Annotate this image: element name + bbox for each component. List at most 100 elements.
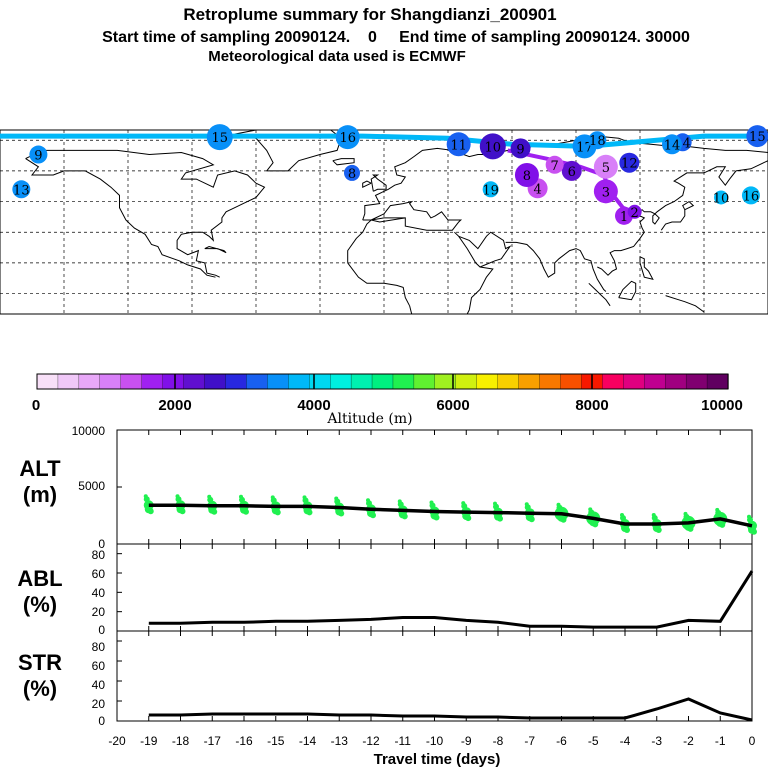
altitude-point [684, 522, 693, 531]
plume-point [593, 154, 618, 179]
colorbar-swatch [204, 373, 227, 390]
x-tick-label: -5 [588, 734, 599, 748]
colorbar-swatch [413, 373, 436, 390]
colorbar-swatch [120, 373, 143, 390]
plume-point-label: 18 [589, 134, 606, 149]
x-tick-label: -11 [395, 734, 412, 748]
plume-point-label: 7 [551, 159, 559, 174]
colorbar-swatch [644, 373, 666, 390]
coastline [347, 217, 406, 263]
altitude-point [143, 494, 148, 499]
alt-ytick-10000: 10000 [72, 424, 106, 438]
cb-tick-8000: 8000 [575, 397, 608, 414]
colorbar-swatch [706, 373, 729, 390]
plume-point [514, 162, 539, 187]
colorbar-swatch [78, 373, 101, 390]
x-tick-label: -6 [556, 734, 567, 748]
altitude-point [302, 495, 307, 500]
plume-point [545, 155, 564, 174]
abl-ytick-80: 80 [92, 548, 106, 562]
abl-ytick-60: 60 [92, 567, 106, 581]
plume-point [662, 134, 682, 155]
plume-point-label: 9 [34, 149, 42, 164]
altitude-point [683, 511, 688, 516]
colorbar-swatch [36, 373, 59, 390]
plume-point-label: 8 [348, 167, 356, 182]
coastline [25, 158, 216, 278]
x-tick-label: 0 [749, 734, 756, 748]
alt-ytick-0: 0 [98, 537, 105, 551]
plume-point-label: 2 [631, 206, 639, 221]
colorbar-swatch [99, 373, 122, 390]
x-tick-label: -15 [267, 734, 285, 748]
plume-point [446, 132, 471, 157]
altitude-point [397, 499, 402, 504]
altitude-point [429, 500, 434, 505]
altitude-point [621, 524, 629, 533]
coastline [409, 305, 413, 315]
altitude-point [652, 524, 661, 533]
x-tick-labels: -20 -19 -18 -17 -16 -15 -14 -13 -12 -11 -10 -9 -8 -7-… [108, 734, 755, 748]
plume-point-label: 14 [664, 138, 681, 153]
altitude-point [207, 494, 212, 499]
plume-point-label: 15 [211, 131, 228, 146]
plume-point [335, 125, 360, 150]
altitude-point [462, 512, 471, 521]
plume-point-label: 10 [485, 140, 502, 155]
altitude-point [651, 513, 656, 518]
colorbar-swatch [246, 373, 268, 390]
str-unit: (%) [23, 676, 57, 701]
plume-point-label: 15 [749, 130, 766, 145]
coastline [665, 295, 705, 313]
abl-ytick-0: 0 [98, 623, 105, 637]
colorbar-swatch [183, 373, 206, 390]
colorbar-swatch [518, 373, 541, 390]
plume-point-label: 4 [533, 182, 541, 197]
coastline [618, 280, 637, 301]
sampling-times: Start time of sampling 20090124. 0 End t… [102, 29, 690, 46]
alt-unit: (m) [23, 482, 57, 507]
alt-y-ticks: 10000 5000 0 [72, 424, 106, 551]
altitude-point [525, 513, 534, 522]
abl-ytick-40: 40 [92, 586, 106, 600]
colorbar-swatch [57, 373, 80, 390]
coastline [234, 129, 274, 172]
altitude-mean-line [148, 503, 753, 528]
plume-point [627, 204, 642, 219]
altitude-point [588, 507, 593, 512]
plume-point [344, 164, 360, 181]
altitude-point [430, 511, 439, 520]
coastline [332, 158, 355, 166]
x-tick-label: -17 [204, 734, 222, 748]
altitude-point [715, 507, 720, 512]
altitude-colorbar [36, 373, 729, 390]
colorbar-swatch [560, 373, 583, 390]
x-tick-label: -3 [651, 734, 662, 748]
altitude-point [208, 505, 217, 514]
plume-point [12, 180, 31, 199]
str-y-ticks: 80 60 40 20 0 [92, 640, 106, 728]
plume-point [561, 160, 582, 181]
coastline [362, 200, 463, 231]
coastline [204, 245, 227, 254]
colorbar-swatch [350, 373, 373, 390]
x-tick-label: -14 [299, 734, 317, 748]
plume-point-label: 13 [13, 183, 30, 198]
plume-point-label: 6 [568, 165, 576, 180]
plume-point-label: 19 [482, 183, 499, 198]
x-tick-label: -4 [620, 734, 631, 748]
colorbar-swatch [497, 373, 520, 390]
map-coastlines [25, 129, 768, 315]
altitude-point [303, 506, 312, 515]
str-ytick-60: 60 [92, 659, 106, 673]
altitude-point [176, 505, 185, 514]
colorbar-swatch [392, 373, 415, 390]
plume-point-label: 1 [620, 210, 628, 225]
alt-ytick-5000: 5000 [78, 479, 105, 493]
abl-unit: (%) [23, 592, 57, 617]
x-axis-label: Travel time (days) [374, 751, 501, 768]
altitude-point [144, 505, 153, 514]
plume-point [593, 179, 618, 204]
plume-point-label: 11 [450, 138, 467, 153]
